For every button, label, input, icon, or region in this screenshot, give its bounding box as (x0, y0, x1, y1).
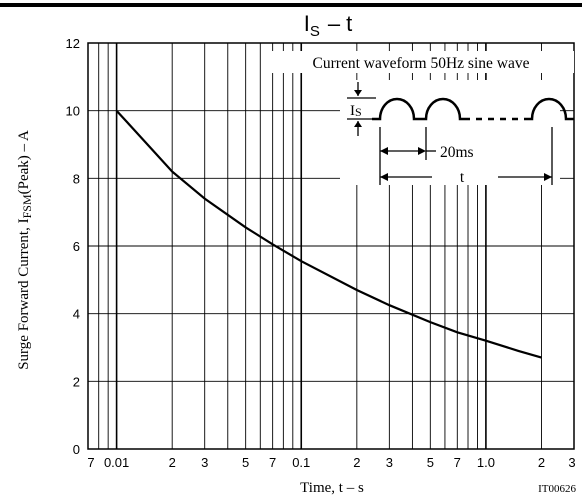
series-curve (115, 109, 542, 359)
y-tick-label: 10 (66, 104, 80, 119)
inset-t-dimension (380, 127, 553, 185)
inset-is-marker: IS (347, 82, 376, 136)
x-tick-label: 5 (242, 455, 249, 470)
x-tick-label: 3 (568, 455, 575, 470)
chart-title: IS – t (304, 11, 353, 40)
x-tick-labels: 7 0.01 2 3 5 7 0.1 2 3 5 7 1.0 2 3 (87, 455, 575, 470)
y-tick-label: 4 (73, 307, 80, 322)
x-axis-title: Time, t – s (300, 480, 364, 496)
x-tick-label: 7 (87, 455, 94, 470)
top-rule (0, 3, 582, 7)
inset-period-label: 20ms (440, 144, 474, 161)
x-tick-label: 2 (169, 455, 176, 470)
chart-title-main: I (304, 11, 310, 36)
x-tick-label: 2 (353, 455, 360, 470)
y-axis-title-suffix: (Peak) – A (16, 130, 32, 194)
x-tick-label: 3 (201, 455, 208, 470)
inset-caption: Current waveform 50Hz sine wave (313, 55, 530, 72)
inset-is-label: IS (350, 103, 362, 119)
y-axis-title: Surge Forward Current, IFSM(Peak) – A (16, 130, 34, 370)
chart-title-sub: S (310, 23, 320, 40)
x-tick-label: 7 (269, 455, 276, 470)
x-tick-label: 1.0 (477, 455, 495, 470)
y-tick-labels: 0 2 4 6 8 10 12 (66, 36, 80, 457)
x-tick-label: 5 (427, 455, 434, 470)
inset-t-label: t (460, 169, 465, 186)
plot-frame (87, 42, 575, 450)
inset-caption-bg (268, 51, 574, 73)
y-axis-title-sub: FSM (20, 194, 34, 218)
y-axis-title-prefix: Surge Forward Current, I (16, 218, 32, 369)
inset-period-dimension (379, 127, 436, 185)
x-tick-label: 0.01 (104, 455, 129, 470)
y-tick-label: 0 (73, 442, 80, 457)
y-tick-label: 2 (73, 374, 80, 389)
x-tick-label: 3 (386, 455, 393, 470)
x-tick-label: 0.1 (292, 455, 310, 470)
x-tick-label: 2 (538, 455, 545, 470)
y-tick-label: 8 (73, 171, 80, 186)
y-tick-label: 12 (66, 36, 80, 51)
inset-waveform-bg (340, 80, 560, 185)
y-tick-label: 6 (73, 239, 80, 254)
x-tick-label: 7 (454, 455, 461, 470)
figure-code: IT00626 (538, 483, 576, 495)
chart-title-rest: – t (328, 11, 352, 36)
inset-waveform (372, 97, 574, 121)
